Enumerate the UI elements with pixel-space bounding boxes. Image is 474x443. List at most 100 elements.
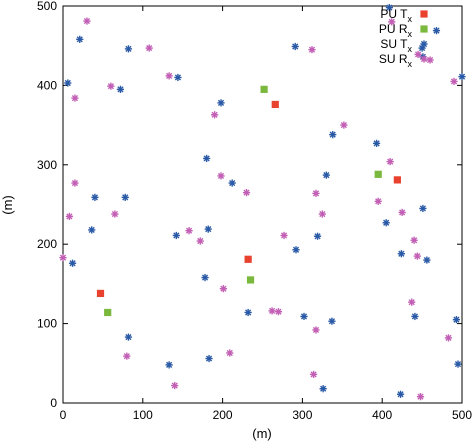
pu-tx-point (96, 289, 105, 298)
su-rx-point (312, 189, 320, 197)
legend-label-pu-tx: PU Tx (380, 7, 412, 24)
x-tick-label: 400 (372, 408, 392, 422)
legend-marker-su-tx (420, 40, 428, 48)
su-tx-point (203, 154, 211, 163)
su-tx-point (204, 225, 212, 233)
plot-area: 0 100 200 300 400 500 0 100 200 300 400 500 (37, 0, 472, 422)
su-tx-point (313, 232, 322, 240)
su-tx-point (165, 361, 173, 369)
su-tx-point (373, 139, 381, 147)
pu-rx-point (374, 170, 382, 178)
su-rx-point (217, 172, 225, 180)
su-rx-point (318, 210, 326, 218)
y-tick-label: 300 (37, 158, 57, 172)
su-rx-point (219, 285, 227, 293)
su-rx-point (268, 307, 276, 315)
pu-tx-point (244, 255, 252, 263)
su-rx-point (211, 111, 219, 119)
su-tx-point (329, 131, 337, 139)
su-tx-point (291, 42, 299, 51)
legend-marker-pu-tx (420, 10, 428, 18)
x-tick-label: 500 (452, 408, 472, 422)
su-rx-point (426, 56, 434, 64)
su-rx-point (274, 308, 283, 316)
su-rx-point (312, 326, 320, 334)
su-rx-point (388, 18, 396, 26)
pu-tx-point (271, 100, 279, 109)
legend-label-su-tx: SU Tx (380, 37, 412, 54)
su-tx-point (382, 219, 390, 227)
su-rx-point (185, 227, 193, 235)
su-rx-point (414, 50, 422, 59)
su-tx-point (124, 45, 133, 53)
su-rx-point (398, 208, 406, 217)
su-tx-point (396, 390, 405, 398)
su-rx-point (386, 158, 394, 166)
legend-marker-pu-rx (420, 25, 428, 33)
y-axis-label: (m) (0, 195, 15, 215)
su-rx-point (71, 179, 79, 187)
su-tx-point (228, 179, 236, 187)
su-rx-point (59, 254, 67, 262)
pu-rx-point (246, 276, 255, 284)
su-tx-point (452, 316, 461, 324)
su-rx-point (111, 210, 119, 218)
su-tx-point (328, 317, 336, 325)
su-rx-point (226, 349, 234, 357)
y-tick-label: 500 (37, 0, 57, 13)
su-rx-point (450, 77, 458, 86)
su-rx-point (171, 381, 179, 390)
pu-rx-point (260, 85, 268, 93)
su-tx-point (319, 385, 327, 393)
su-tx-point (385, 3, 393, 12)
legend-label-pu-rx: PU Rx (379, 22, 413, 39)
y-tick-label: 100 (37, 317, 57, 331)
su-tx-point (411, 312, 419, 321)
su-tx-point (300, 312, 308, 321)
y-tick-label: 200 (37, 237, 57, 251)
su-tx-point (244, 308, 252, 317)
su-tx-point (76, 35, 84, 43)
su-tx-point (64, 79, 72, 87)
su-tx-point (68, 259, 77, 267)
x-tick-label: 200 (213, 408, 233, 422)
su-tx-point (432, 27, 441, 35)
x-tick-label: 300 (292, 408, 312, 422)
legend-marker-su-rx (420, 55, 428, 63)
axis-tick-labels: 0 100 200 300 400 500 0 100 200 300 400 500 (37, 0, 472, 422)
x-tick-label: 100 (133, 408, 153, 422)
x-tick-label: 0 (60, 408, 67, 422)
su-tx-point (458, 73, 466, 81)
su-tx-point (423, 256, 431, 264)
su-rx-point (145, 44, 153, 52)
su-tx-point (172, 231, 180, 240)
su-rx-point (444, 334, 453, 342)
su-tx-point (205, 354, 213, 363)
su-tx-point (292, 246, 300, 254)
su-rx-point (196, 237, 204, 245)
pu-tx-point (393, 176, 401, 184)
su-tx-point (419, 204, 427, 213)
su-rx-point (123, 352, 131, 360)
su-rx-point (308, 46, 316, 54)
su-rx-point (309, 370, 318, 379)
x-axis-label: (m) (252, 426, 272, 441)
su-rx-point (416, 393, 425, 401)
su-rx-point (65, 212, 73, 221)
plot-frame (62, 5, 463, 404)
su-rx-point (340, 121, 348, 129)
y-tick-label: 0 (50, 396, 57, 410)
su-rx-point (413, 252, 421, 260)
su-tx-point (397, 250, 405, 258)
data-markers (59, 3, 466, 401)
su-tx-point (91, 193, 99, 201)
su-tx-point (454, 360, 462, 368)
su-tx-point (201, 273, 209, 282)
su-rx-point (408, 298, 416, 306)
pu-rx-point (104, 308, 112, 317)
su-rx-point (71, 94, 79, 102)
su-rx-point (374, 197, 382, 205)
su-tx-point (217, 99, 225, 107)
